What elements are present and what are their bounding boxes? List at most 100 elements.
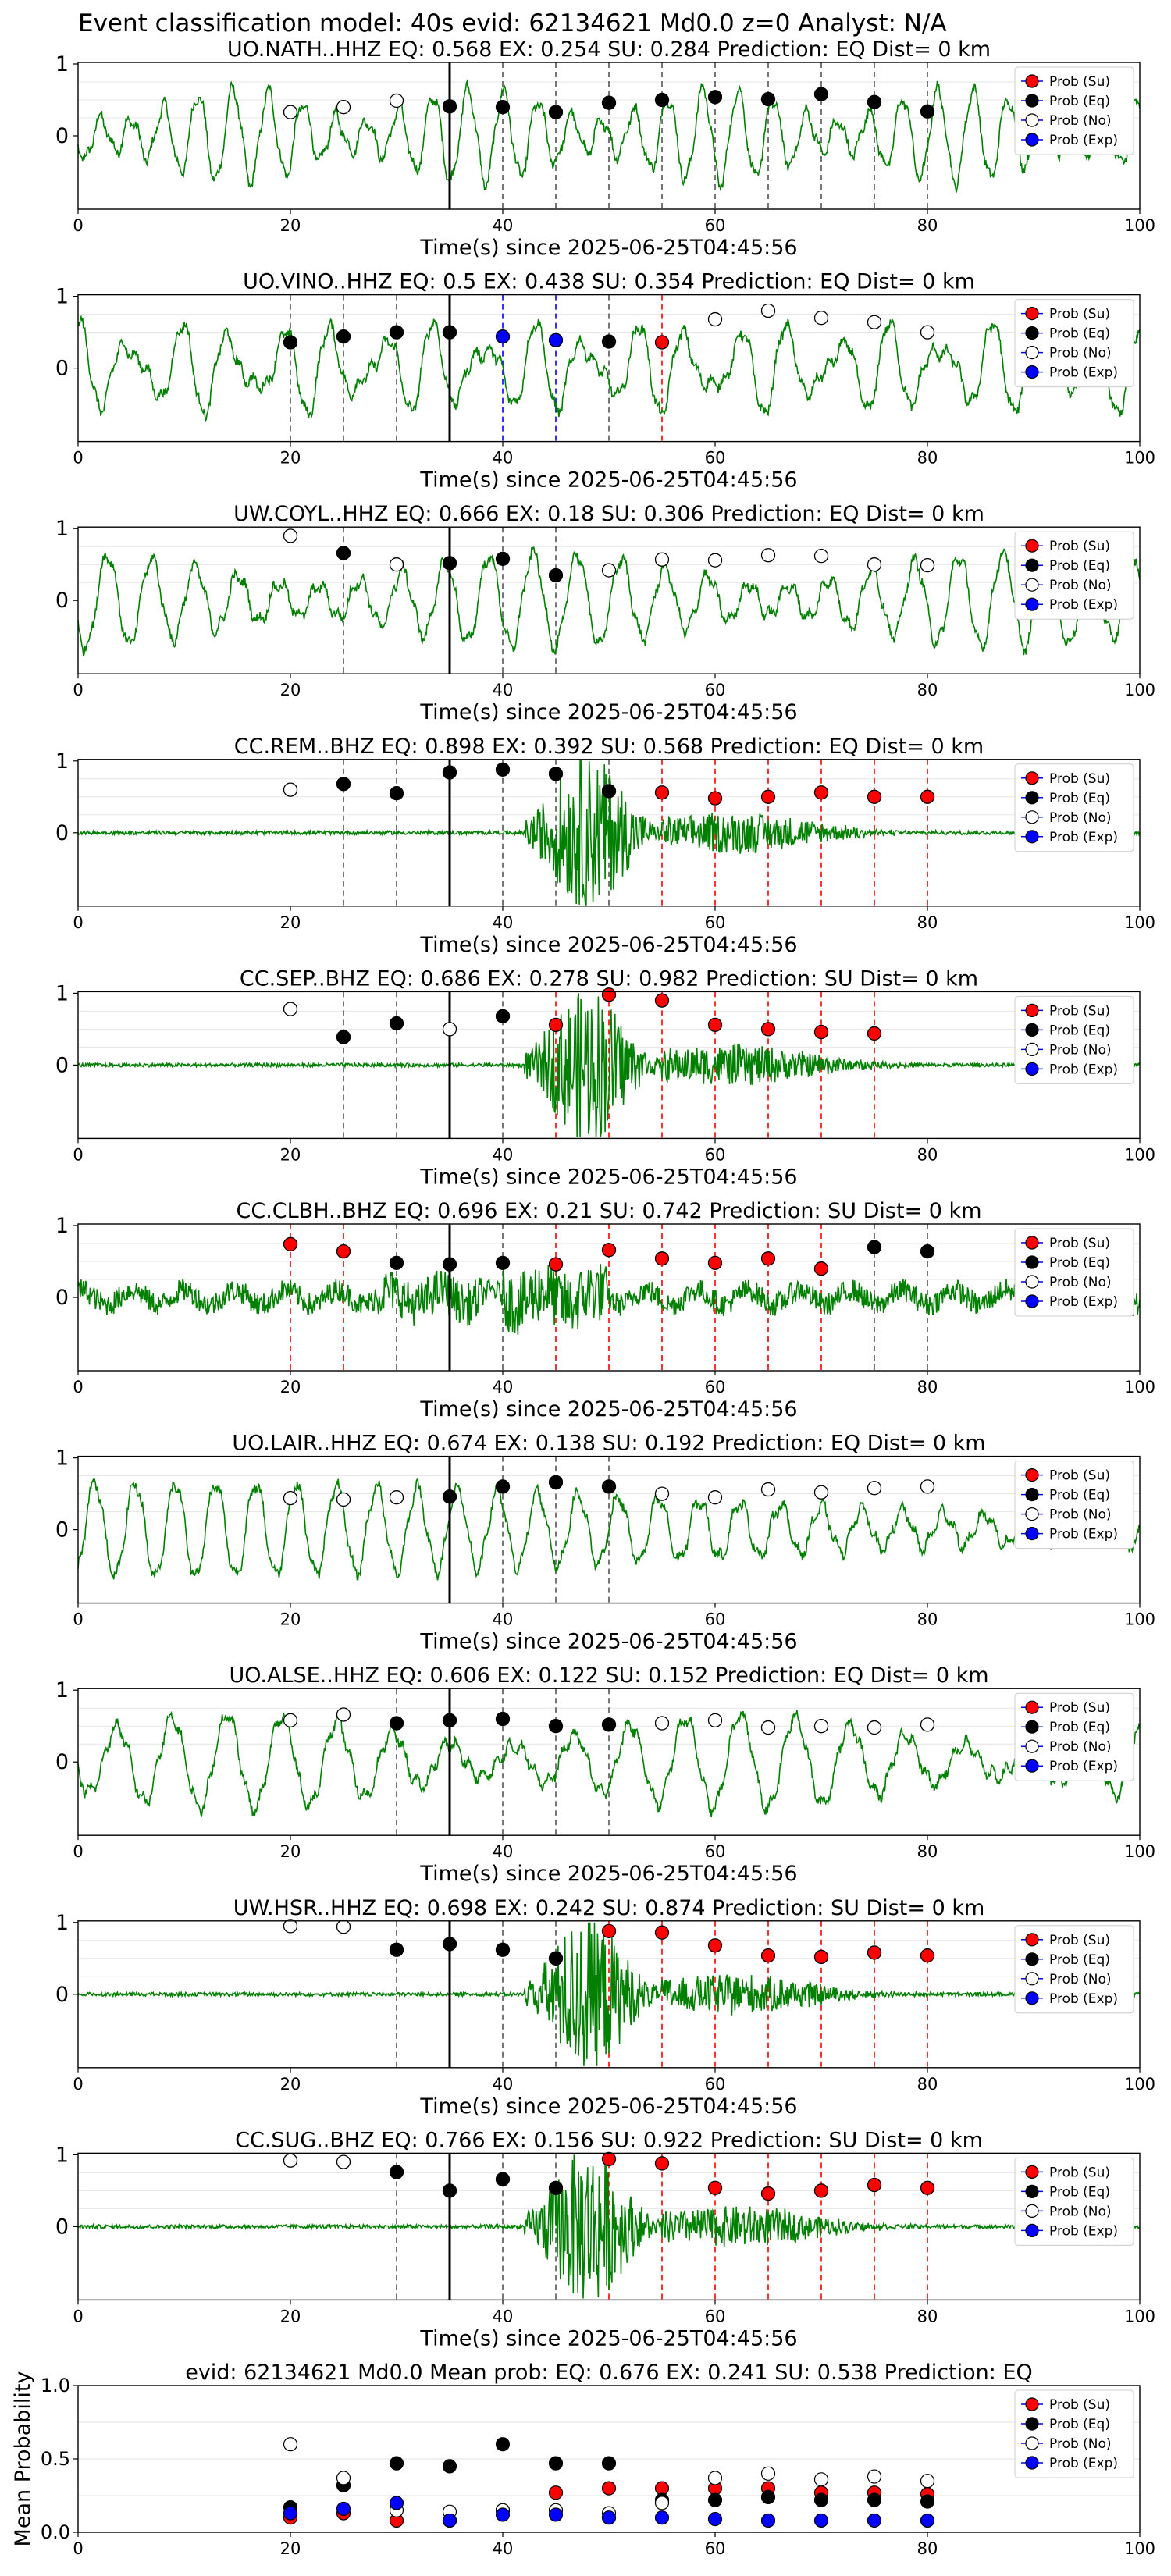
legend-label: Prob (Eq) (1049, 2184, 1110, 2200)
legend-marker (1025, 133, 1039, 147)
panel-title: UO.VINO..HHZ EQ: 0.5 EX: 0.438 SU: 0.354… (243, 270, 975, 294)
panel-4: CC.REM..BHZ EQ: 0.898 EX: 0.392 SU: 0.56… (55, 735, 1155, 957)
mean-prob-point (867, 2492, 882, 2507)
x-tick-label: 40 (493, 913, 514, 932)
probability-marker (442, 99, 457, 114)
probability-marker (920, 1244, 935, 1259)
legend: Prob (Su) Prob (Eq) Prob (No) Prob (Exp) (1014, 1925, 1134, 2014)
probability-marker (707, 1938, 723, 1953)
probability-marker (283, 1713, 298, 1727)
x-tick-label: 20 (280, 216, 301, 235)
probability-marker (442, 1713, 457, 1727)
waveform-trace (77, 1922, 1141, 2066)
probability-marker (283, 1002, 298, 1016)
mean-prob-point (495, 2437, 511, 2452)
probability-marker (867, 2177, 882, 2193)
x-tick-label: 60 (705, 2539, 726, 2558)
legend-marker (1025, 2204, 1039, 2218)
legend-marker (1025, 1972, 1039, 1986)
legend-label: Prob (Su) (1049, 1700, 1110, 1716)
probability-marker (920, 789, 935, 804)
legend-marker (1025, 830, 1039, 844)
x-axis-label: Time(s) since 2025-06-25T04:45:56 (419, 2326, 797, 2350)
probability-marker (495, 1711, 511, 1727)
legend-frame (1014, 299, 1134, 388)
legend: Prob (Su) Prob (Eq) Prob (No) Prob (Exp) (1014, 531, 1134, 620)
legend-label: Prob (Exp) (1049, 1294, 1118, 1310)
x-tick-label: 20 (280, 449, 301, 468)
x-axis-label: Time(s) since 2025-06-25T04:45:56 (419, 1630, 797, 1654)
probability-marker (867, 557, 882, 572)
probability-marker (495, 2172, 511, 2186)
x-tick-label: 60 (705, 2307, 726, 2325)
mean-prob-point (548, 2507, 564, 2522)
x-tick-label: 40 (493, 1145, 514, 1164)
x-tick-label: 60 (705, 913, 726, 932)
probability-marker (920, 325, 935, 340)
probability-marker (548, 568, 564, 583)
x-tick-label: 60 (705, 1378, 726, 1397)
waveform-trace (77, 79, 1141, 193)
probability-marker (654, 1925, 670, 1940)
probability-marker (813, 2183, 829, 2198)
legend-label: Prob (No) (1049, 1972, 1112, 1987)
waveform-panels: UO.NATH..HHZ EQ: 0.568 EX: 0.254 SU: 0.2… (11, 37, 1155, 2558)
y-tick-label: 1 (55, 1214, 69, 1238)
legend-frame (1014, 763, 1134, 852)
y-tick-label: 1 (55, 517, 69, 541)
legend-label: Prob (Eq) (1049, 2417, 1110, 2432)
legend-marker (1025, 1294, 1039, 1308)
mean-prob-point (601, 2510, 617, 2525)
legend-marker (1025, 1468, 1039, 1482)
panel-title: CC.CLBH..BHZ EQ: 0.696 EX: 0.21 SU: 0.74… (236, 1199, 981, 1223)
legend: Prob (Su) Prob (Eq) Prob (No) Prob (Exp) (1014, 2157, 1134, 2246)
x-tick-label: 60 (705, 449, 726, 468)
probability-marker (867, 1945, 882, 1960)
x-tick-label: 100 (1124, 2307, 1155, 2325)
legend-label: Prob (No) (1049, 810, 1112, 826)
x-tick-label: 20 (280, 1842, 301, 1861)
probability-marker (389, 1490, 404, 1505)
x-tick-label: 60 (705, 1610, 726, 1629)
legend-label: Prob (No) (1049, 1739, 1112, 1755)
probability-marker (867, 789, 882, 804)
x-tick-label: 0 (73, 913, 83, 932)
probability-marker (495, 762, 511, 777)
probability-marker (601, 1243, 617, 1258)
x-tick-label: 20 (280, 1145, 301, 1164)
probability-marker (389, 1255, 404, 1270)
x-tick-label: 0 (73, 1145, 83, 1164)
probability-marker (760, 1948, 776, 1963)
probability-marker (548, 105, 564, 119)
x-axis-label: Time(s) since 2025-06-25T04:45:56 (419, 1397, 797, 1421)
legend-label: Prob (Su) (1049, 1468, 1110, 1484)
legend: Prob (Su) Prob (Eq) Prob (No) Prob (Exp) (1014, 299, 1134, 388)
probability-marker (601, 784, 617, 799)
legend-label: Prob (Eq) (1049, 1488, 1110, 1503)
waveform-trace (77, 314, 1141, 422)
legend-marker (1025, 771, 1039, 785)
probability-marker (760, 1482, 776, 1497)
y-tick-label: 0 (55, 357, 69, 381)
legend: Prob (Su) Prob (Eq) Prob (No) Prob (Exp) (1014, 2389, 1134, 2478)
x-tick-label: 60 (705, 1842, 726, 1861)
probability-marker (760, 548, 776, 563)
probability-marker (760, 91, 776, 107)
legend-label: Prob (No) (1049, 1042, 1112, 1058)
legend-marker (1025, 1255, 1039, 1269)
x-axis-label: Time(s) since 2025-06-25T04:45:56 (419, 2094, 797, 2119)
probability-marker (760, 1251, 776, 1266)
probability-marker (707, 1255, 723, 1270)
waveform-trace (77, 760, 1141, 906)
legend-marker (1025, 2417, 1039, 2431)
probability-marker (283, 335, 298, 350)
probability-marker (442, 325, 457, 340)
probability-marker (336, 1030, 351, 1044)
probability-marker (707, 553, 723, 568)
probability-marker (867, 315, 882, 329)
x-axis-label: Time(s) since 2025-06-25T04:45:56 (419, 236, 797, 260)
mean-prob-point (283, 2506, 298, 2521)
legend-marker (1025, 1236, 1039, 1250)
x-tick-label: 0 (73, 216, 83, 235)
